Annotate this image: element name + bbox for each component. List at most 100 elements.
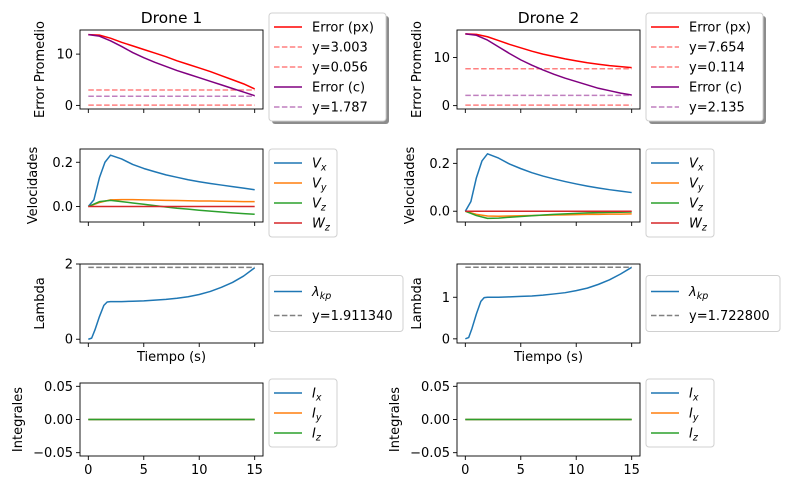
legend-box — [268, 12, 387, 122]
series-layer — [88, 266, 256, 340]
legend: λkp y=1.722800 — [645, 275, 781, 332]
legend: Ix Iy Iz — [268, 378, 338, 448]
legend-label: Vz — [312, 197, 327, 214]
legend-label: Error (c) — [689, 81, 742, 96]
subplot-5: 0 2 Lambda Tiempo (s) λkp y=1.911340 — [33, 258, 404, 365]
y-tick-label: 1 — [442, 291, 450, 306]
y-axis-label: Integrales — [388, 387, 403, 452]
series-line — [465, 210, 632, 220]
legend-label: Error (c) — [312, 81, 365, 96]
legend-box — [645, 148, 715, 238]
legend-label: λkp — [688, 285, 708, 302]
series-layer — [88, 33, 255, 106]
legend-label: y=2.135 — [689, 101, 745, 116]
legend-label: Iz — [689, 427, 699, 444]
legend-label: y=1.787 — [312, 101, 368, 116]
legend-box — [645, 275, 781, 332]
legend-label: Vz — [689, 197, 704, 214]
legend-box — [645, 378, 715, 448]
plot-area — [80, 264, 263, 343]
y-tick-label: 0.05 — [421, 380, 450, 395]
legend-label: λkp — [311, 285, 331, 302]
y-tick-label: 0.2 — [429, 157, 450, 172]
axes-frame — [79, 148, 264, 223]
legend-label: Ix — [689, 387, 699, 404]
legend-label: Iy — [689, 407, 699, 424]
legend-label: Iz — [312, 427, 322, 444]
subplot-6: 0 1 Lambda Tiempo (s) λkp y=1.722800 — [410, 263, 781, 365]
legend-label: Wz — [312, 217, 331, 234]
legend-box — [268, 378, 338, 448]
x-axis-label: Tiempo (s) — [136, 350, 206, 365]
legend-label: Error (px) — [312, 21, 374, 36]
series-layer — [464, 153, 632, 220]
y-tick-label: 0 — [442, 99, 450, 114]
series-line — [88, 199, 255, 216]
legend-box — [268, 148, 338, 238]
series-layer — [87, 154, 255, 216]
y-axis-label: Error Promedio — [410, 21, 425, 118]
series-layer — [465, 33, 632, 106]
subplot-2: 0 10 Error Promedio Drone 2 Error (px) y=7.65… — [410, 9, 766, 124]
axes-frame — [79, 263, 264, 344]
x-tick-label: 15 — [246, 463, 263, 478]
x-tick-label: 10 — [191, 463, 208, 478]
y-tick-label: 0.00 — [44, 413, 73, 428]
series-line — [465, 33, 632, 69]
y-axis-label: Velocidades — [26, 147, 41, 225]
subplot-8: 0 5 10 15 −0.05 0.00 0.05 Integrales Ix Iy Iz — [388, 378, 715, 478]
axes-frame — [456, 29, 641, 110]
legend: Error (px) y=7.654 y=0.114 Error (c) y=2.135 — [645, 12, 766, 124]
legend: Error (px) y=3.003 y=0.056 Error (c) y=1.787 — [268, 12, 389, 124]
series-line — [88, 267, 256, 340]
y-tick-label: 0 — [65, 99, 73, 114]
legend: Vx Vy Vz Wz — [645, 148, 715, 238]
y-tick-label: −0.05 — [33, 446, 73, 461]
plot-area — [80, 149, 263, 222]
legend-label: Vx — [312, 157, 327, 174]
y-tick-label: 0.2 — [52, 156, 73, 171]
x-tick-label: 10 — [568, 463, 585, 478]
x-tick-label: 5 — [140, 463, 148, 478]
legend-label: y=7.654 — [689, 41, 745, 56]
plot-area — [457, 149, 640, 222]
legend-label: y=1.722800 — [689, 309, 770, 324]
axes-frame — [79, 29, 264, 110]
series-line — [465, 33, 632, 96]
legend-label: Wz — [689, 217, 708, 234]
legend-label: Vy — [689, 177, 704, 194]
legend-label: Vx — [689, 157, 704, 174]
legend-label: y=3.003 — [312, 41, 368, 56]
x-tick-label: 0 — [461, 463, 469, 478]
axes-frame — [456, 148, 641, 223]
legend-label: Error (px) — [689, 21, 751, 36]
legend: λkp y=1.911340 — [268, 275, 404, 332]
y-axis-label: Lambda — [410, 277, 425, 329]
x-tick-label: 0 — [84, 463, 92, 478]
plot-area — [80, 30, 263, 109]
y-axis-label: Lambda — [33, 277, 48, 329]
series-line — [87, 154, 255, 208]
legend-label: y=0.056 — [312, 61, 368, 76]
series-line — [88, 198, 255, 208]
series-layer — [465, 266, 633, 340]
subplot-7: 0 5 10 15 −0.05 0.00 0.05 Integrales Ix Iy Iz — [11, 378, 338, 478]
chart-title: Drone 1 — [141, 9, 203, 27]
y-tick-label: 10 — [56, 48, 73, 63]
x-axis-label: Tiempo (s) — [513, 350, 583, 365]
subplot-1: 0 10 Error Promedio Drone 1 Error (px) y=3.00… — [33, 9, 389, 124]
y-axis-label: Integrales — [11, 387, 26, 452]
legend: Vx Vy Vz Wz — [268, 148, 338, 238]
y-tick-label: 0.05 — [44, 380, 73, 395]
x-tick-label: 5 — [517, 463, 525, 478]
subplot-3: 0.0 0.2 Velocidades Vx Vy Vz Wz — [26, 147, 338, 238]
legend-label: Vy — [312, 177, 327, 194]
y-tick-label: 0.00 — [421, 413, 450, 428]
x-tick-label: 15 — [623, 463, 640, 478]
plot-area — [457, 264, 640, 343]
series-line — [88, 33, 255, 90]
subplot-4: 0.0 0.2 Velocidades Vx Vy Vz Wz — [403, 147, 715, 238]
legend-label: y=0.114 — [689, 61, 745, 76]
y-tick-label: 0.0 — [429, 205, 450, 220]
